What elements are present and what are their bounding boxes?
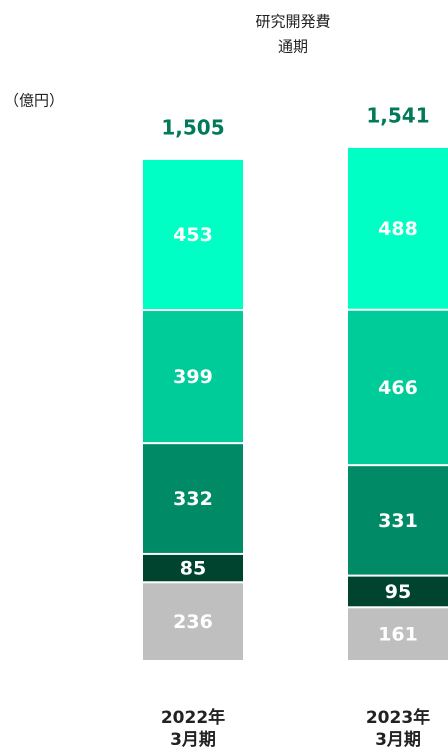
value-label: 331 (378, 510, 418, 532)
bar-segment (143, 583, 243, 660)
x-tick-label: 2022年 (161, 707, 225, 728)
total-label: 1,541 (366, 103, 429, 127)
bar-segment (348, 466, 448, 575)
bar-segment (143, 159, 243, 310)
x-tick-label: 3月期 (375, 730, 421, 750)
value-label: 236 (173, 611, 213, 633)
value-label: 399 (173, 366, 213, 388)
value-label: 453 (173, 224, 213, 246)
chart-subtitle: 通期 (278, 38, 308, 56)
bar-segment (143, 444, 243, 553)
value-label: 85 (180, 558, 206, 580)
value-label: 95 (385, 581, 411, 603)
bar-segment (143, 311, 243, 443)
value-label: 488 (378, 218, 418, 240)
bar-segment (348, 147, 448, 309)
bar-segment (348, 310, 448, 465)
bar-segment (348, 608, 448, 660)
x-tick-label: 2023年 (366, 707, 430, 728)
value-label: 466 (378, 377, 418, 399)
total-label: 1,505 (161, 115, 224, 139)
bar-segment (143, 554, 243, 582)
value-label: 332 (173, 488, 213, 510)
value-label: 161 (378, 624, 418, 646)
bar-segment (348, 576, 448, 607)
unit-label: （億円） (4, 92, 64, 110)
x-tick-label: 3月期 (170, 730, 216, 750)
chart-title: 研究開発費 (255, 13, 330, 31)
